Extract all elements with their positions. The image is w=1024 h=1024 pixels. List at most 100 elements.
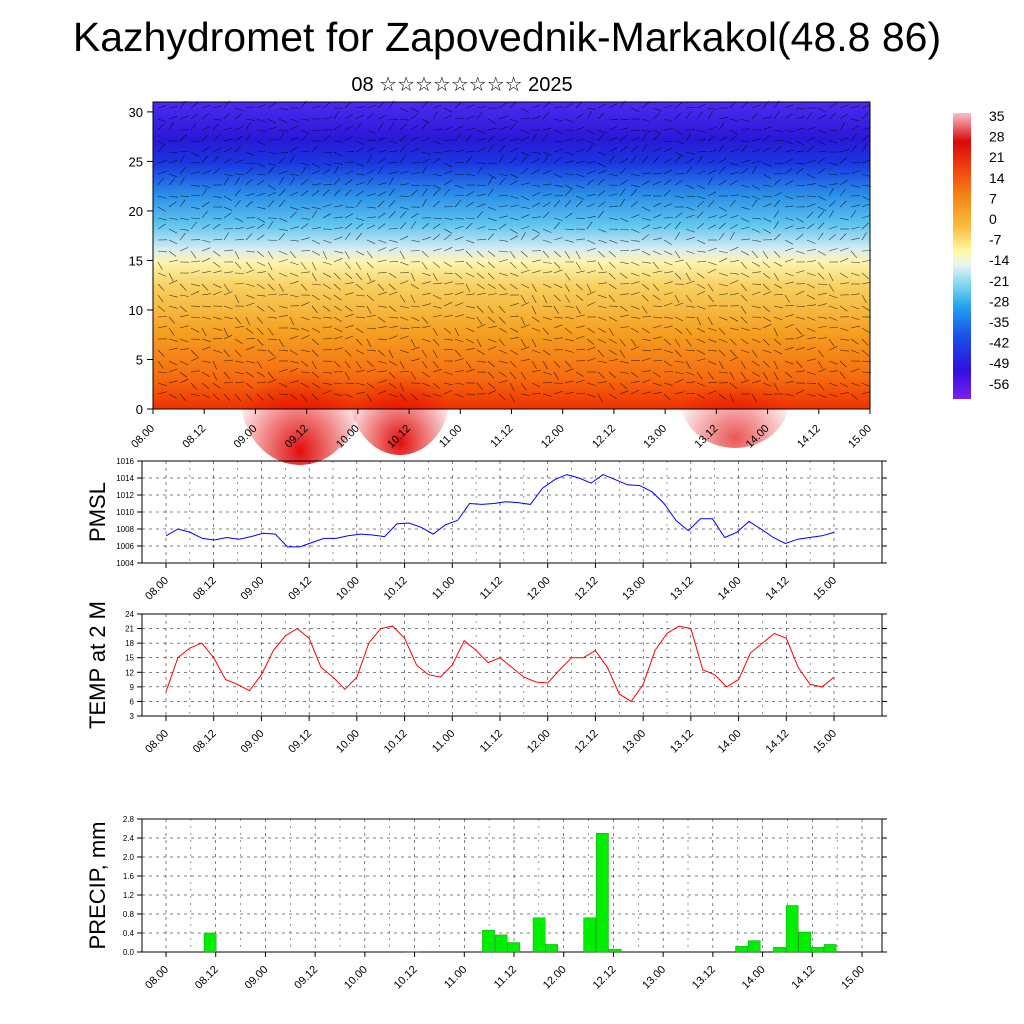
colorbar-label: -28 <box>989 293 1009 309</box>
wind-barb <box>201 113 210 120</box>
wind-barb <box>773 283 783 289</box>
wind-barb <box>597 151 607 156</box>
wind-barb <box>608 359 618 362</box>
wind-barb <box>454 261 465 263</box>
x-tick-label: 09.00 <box>243 964 271 992</box>
wind-barb <box>278 259 288 263</box>
wind-barb <box>201 283 209 291</box>
wind-barb <box>465 368 475 373</box>
wind-barb <box>608 217 618 221</box>
wind-barb <box>432 173 442 177</box>
wind-barb <box>828 305 838 310</box>
wind-barb <box>630 129 641 131</box>
wind-barb <box>630 248 640 252</box>
wind-barb <box>531 349 541 354</box>
wind-barb <box>718 136 728 142</box>
wind-barb <box>421 118 431 124</box>
wind-barb <box>443 272 454 274</box>
wind-barb <box>267 349 275 357</box>
wind-barb <box>641 349 652 352</box>
wind-barb <box>179 217 189 221</box>
wind-barb <box>707 191 717 197</box>
wind-barb <box>234 316 242 324</box>
wind-barb <box>773 305 783 309</box>
wind-barb <box>212 238 223 241</box>
wind-barb <box>696 382 706 387</box>
wind-barb <box>443 338 453 341</box>
wind-barb <box>806 371 816 375</box>
wind-barb <box>762 291 772 296</box>
wind-barb <box>454 173 465 175</box>
wind-barb <box>256 104 266 109</box>
wind-barb <box>410 107 420 113</box>
wind-barb <box>729 293 739 296</box>
y-tick-label: 30 <box>129 105 143 120</box>
wind-barb <box>190 357 200 362</box>
wind-barb <box>234 250 240 260</box>
wind-barb <box>740 145 748 153</box>
wind-barb <box>256 305 265 312</box>
y-tick-label: 0.4 <box>123 929 135 938</box>
wind-barb <box>443 315 453 318</box>
x-tick-label: 09.12 <box>292 964 320 992</box>
wind-barb <box>586 193 596 197</box>
wind-barb <box>652 360 663 362</box>
wind-barb <box>443 302 453 307</box>
wind-barb <box>795 234 804 241</box>
wind-barb <box>223 371 231 380</box>
wind-barb <box>388 360 398 366</box>
wind-barb <box>795 316 805 320</box>
wind-barb <box>245 167 253 175</box>
wind-barb <box>432 104 442 109</box>
wind-barb <box>564 316 574 320</box>
wind-barb <box>190 382 198 390</box>
x-tick-label: 14.12 <box>763 575 791 603</box>
wind-barb <box>641 180 651 186</box>
wind-barb <box>454 200 462 208</box>
wind-barb <box>509 250 516 259</box>
wind-barb <box>355 294 365 297</box>
wind-barb <box>586 270 596 274</box>
wind-barb <box>586 301 596 307</box>
wind-barb <box>432 261 441 268</box>
wind-barb <box>751 338 761 343</box>
wind-barb <box>740 184 750 188</box>
wind-barb <box>850 105 860 109</box>
wind-barb <box>443 139 453 142</box>
wind-barb <box>817 349 824 358</box>
colorbar-label: -56 <box>989 376 1009 392</box>
x-tick-label: 10.00 <box>342 964 370 992</box>
wind-barb <box>476 203 486 208</box>
wind-barb <box>487 382 496 389</box>
wind-barb <box>410 221 417 230</box>
wind-barb <box>531 305 537 315</box>
wind-barb <box>630 272 640 277</box>
wind-barb <box>267 272 274 281</box>
wind-barb <box>245 261 253 269</box>
wind-barb <box>168 201 177 208</box>
wind-barb <box>828 248 838 252</box>
wind-barb <box>432 314 442 318</box>
wind-barb <box>663 371 674 373</box>
wind-barb <box>850 261 861 264</box>
wind-barb <box>256 271 266 274</box>
wind-barb <box>267 151 277 155</box>
wind-barb <box>223 327 229 337</box>
wind-barb <box>740 128 750 131</box>
wind-barb <box>850 338 859 345</box>
wind-barb <box>740 217 750 223</box>
wind-barb <box>751 271 761 274</box>
wind-barb <box>751 371 760 377</box>
wind-barb <box>377 150 387 153</box>
wind-barb <box>465 316 475 320</box>
wind-barb <box>256 162 266 168</box>
wind-barb <box>608 272 616 280</box>
wind-barb <box>674 316 684 322</box>
x-tick-label: 09.12 <box>286 728 314 756</box>
wind-barb <box>476 250 484 258</box>
y-tick-label: 15 <box>125 654 134 663</box>
wind-barb <box>344 292 354 296</box>
wind-barb <box>685 133 692 142</box>
precip-bar <box>545 944 558 953</box>
wind-barb <box>784 324 794 329</box>
